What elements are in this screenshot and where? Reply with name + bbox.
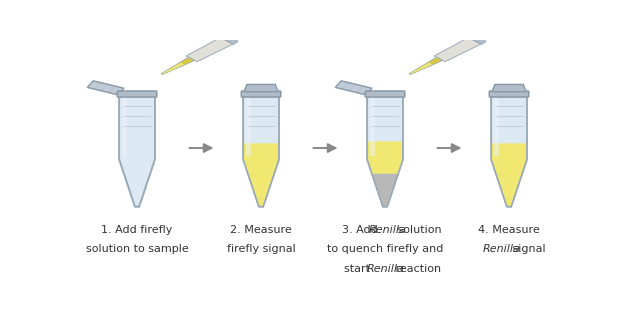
Polygon shape — [491, 143, 527, 207]
FancyBboxPatch shape — [241, 91, 281, 97]
Polygon shape — [119, 95, 155, 207]
Text: solution: solution — [394, 224, 442, 234]
Polygon shape — [186, 37, 233, 62]
Text: 4. Measure: 4. Measure — [478, 224, 540, 234]
Text: solution to sample: solution to sample — [86, 244, 188, 255]
Polygon shape — [246, 98, 251, 156]
Polygon shape — [372, 174, 398, 207]
Polygon shape — [220, 35, 238, 44]
Polygon shape — [409, 57, 443, 74]
FancyBboxPatch shape — [490, 91, 529, 97]
Text: signal: signal — [509, 244, 546, 255]
Text: to quench firefly and: to quench firefly and — [327, 244, 444, 255]
Text: 1. Add firefly: 1. Add firefly — [101, 224, 173, 234]
Polygon shape — [243, 95, 279, 207]
FancyBboxPatch shape — [365, 91, 404, 97]
Text: reaction: reaction — [392, 264, 442, 274]
Polygon shape — [468, 35, 486, 44]
Text: Renilla: Renilla — [483, 244, 521, 255]
Polygon shape — [492, 84, 526, 92]
Polygon shape — [335, 81, 372, 95]
Polygon shape — [87, 81, 124, 95]
Polygon shape — [491, 95, 527, 207]
Polygon shape — [494, 98, 499, 156]
Polygon shape — [122, 98, 127, 156]
Polygon shape — [243, 143, 279, 207]
Polygon shape — [244, 84, 278, 92]
Text: 2. Measure: 2. Measure — [230, 224, 292, 234]
Text: firefly signal: firefly signal — [227, 244, 296, 255]
Polygon shape — [161, 57, 195, 74]
FancyBboxPatch shape — [117, 91, 157, 97]
Polygon shape — [161, 63, 184, 74]
Polygon shape — [367, 95, 403, 207]
Polygon shape — [434, 37, 481, 62]
Text: Renilla: Renilla — [367, 264, 404, 274]
Text: Renilla: Renilla — [368, 224, 406, 234]
Polygon shape — [370, 98, 375, 156]
Text: 3. Add: 3. Add — [342, 224, 381, 234]
Text: start: start — [344, 264, 374, 274]
Polygon shape — [367, 141, 403, 207]
Polygon shape — [410, 63, 433, 74]
